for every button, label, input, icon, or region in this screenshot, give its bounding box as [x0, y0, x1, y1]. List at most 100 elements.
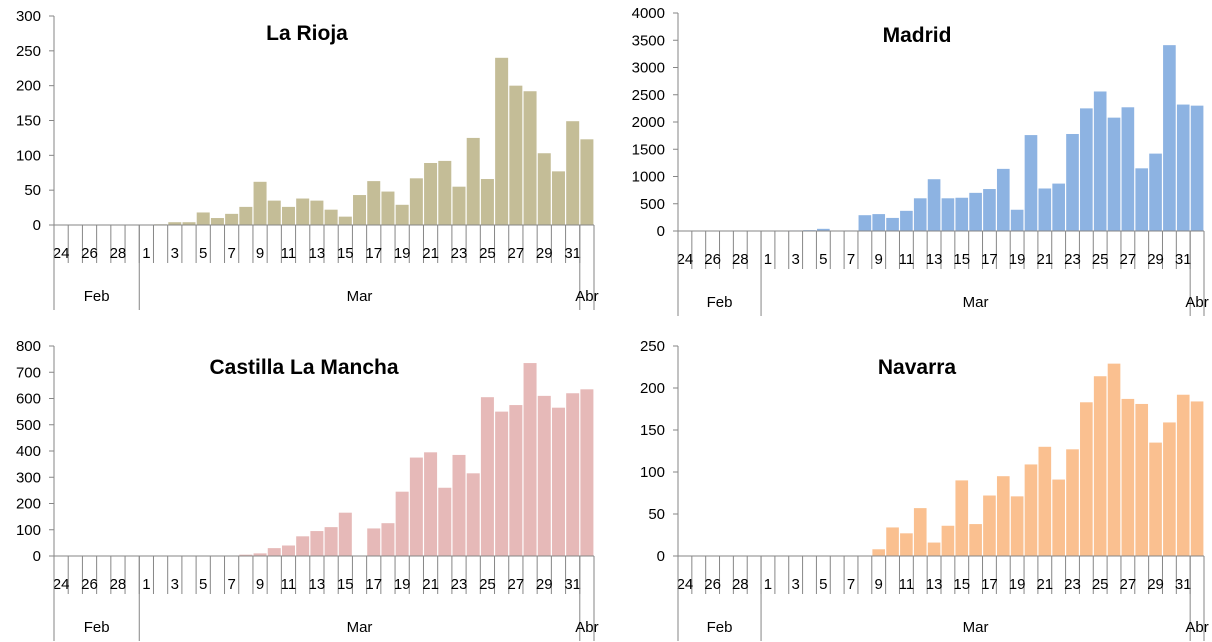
- bar: [523, 91, 537, 226]
- y-tick-label: 2500: [632, 87, 665, 104]
- bar: [551, 171, 565, 225]
- x-tick-label: 28: [110, 245, 127, 262]
- x-tick-label: 24: [53, 245, 70, 262]
- bar: [395, 204, 409, 225]
- bar: [1052, 183, 1065, 231]
- bar: [580, 139, 594, 225]
- y-tick-label: 200: [640, 380, 665, 397]
- x-tick-label: 3: [791, 576, 799, 593]
- x-tick-label: 15: [337, 245, 354, 262]
- month-label: Feb: [84, 288, 110, 305]
- bar: [1038, 188, 1052, 231]
- x-tick-label: 3: [171, 245, 179, 262]
- bar: [1024, 464, 1038, 556]
- bar: [1149, 442, 1162, 556]
- bar: [196, 212, 210, 225]
- x-tick-label: 21: [422, 576, 439, 593]
- x-tick-label: 29: [1147, 251, 1164, 268]
- bar: [324, 209, 338, 225]
- y-tick-label: 50: [648, 506, 665, 523]
- bar: [872, 549, 886, 556]
- bar: [1107, 117, 1121, 231]
- month-label: Feb: [707, 294, 733, 311]
- y-tick-label: 500: [16, 417, 41, 434]
- y-tick-label: 200: [16, 496, 41, 513]
- x-tick-label: 26: [81, 576, 98, 593]
- x-tick-label: 21: [1036, 576, 1053, 593]
- y-tick-label: 400: [16, 443, 41, 460]
- bar: [239, 554, 253, 556]
- y-tick-label: 200: [16, 78, 41, 95]
- bar: [367, 528, 381, 556]
- x-tick-label: 17: [365, 245, 382, 262]
- bar: [1121, 107, 1135, 231]
- bar: [480, 397, 494, 556]
- month-label: Mar: [963, 619, 989, 636]
- x-tick-label: 26: [704, 576, 721, 593]
- bar: [1010, 209, 1024, 231]
- bar: [353, 195, 367, 225]
- chart-title: Navarra: [878, 356, 957, 379]
- bar: [566, 121, 580, 225]
- month-label: Abr: [1185, 294, 1208, 311]
- x-tick-label: 24: [53, 576, 70, 593]
- bar: [1135, 403, 1149, 556]
- bar: [381, 191, 395, 225]
- y-tick-label: 0: [33, 217, 41, 234]
- bar: [1093, 376, 1107, 556]
- bar: [913, 508, 927, 556]
- bar: [509, 405, 523, 556]
- x-tick-label: 11: [281, 245, 297, 262]
- bar: [886, 527, 899, 556]
- bar: [424, 162, 438, 225]
- bar: [566, 393, 580, 556]
- x-tick-label: 5: [199, 576, 207, 593]
- x-tick-label: 19: [1009, 251, 1026, 268]
- x-tick-label: 26: [704, 251, 721, 268]
- chart-title: La Rioja: [266, 22, 348, 45]
- y-tick-label: 100: [16, 147, 41, 164]
- bar: [941, 525, 955, 556]
- bar: [381, 523, 395, 556]
- x-tick-label: 5: [819, 576, 827, 593]
- bar: [281, 545, 295, 556]
- x-tick-label: 3: [791, 251, 799, 268]
- x-tick-label: 9: [875, 576, 883, 593]
- x-tick-label: 7: [847, 251, 855, 268]
- y-tick-label: 250: [640, 338, 665, 355]
- bar: [509, 85, 523, 226]
- bar: [452, 186, 466, 225]
- bar: [239, 206, 253, 225]
- bar: [1121, 398, 1135, 556]
- bar: [900, 210, 913, 231]
- x-tick-label: 19: [1009, 576, 1026, 593]
- bar: [1080, 108, 1093, 231]
- y-tick-label: 0: [657, 548, 665, 565]
- x-tick-label: 5: [199, 245, 207, 262]
- bar: [338, 216, 352, 225]
- bar: [955, 480, 969, 556]
- x-tick-label: 27: [1120, 576, 1137, 593]
- bar: [1052, 479, 1065, 556]
- month-label: Abr: [575, 619, 598, 636]
- x-tick-label: 23: [1064, 251, 1081, 268]
- y-tick-label: 3000: [632, 60, 665, 77]
- x-tick-label: 11: [899, 576, 915, 593]
- bar: [1135, 168, 1149, 231]
- y-tick-label: 500: [640, 196, 665, 213]
- bar: [267, 548, 281, 556]
- bar: [941, 198, 955, 231]
- x-tick-label: 19: [394, 576, 411, 593]
- x-tick-label: 11: [281, 576, 297, 593]
- bar: [409, 457, 423, 556]
- bar: [1107, 363, 1121, 556]
- bar: [858, 215, 872, 231]
- x-tick-label: 25: [479, 576, 496, 593]
- bar: [927, 542, 941, 556]
- bar: [1190, 105, 1204, 231]
- x-tick-label: 23: [451, 245, 468, 262]
- bar: [1093, 91, 1107, 231]
